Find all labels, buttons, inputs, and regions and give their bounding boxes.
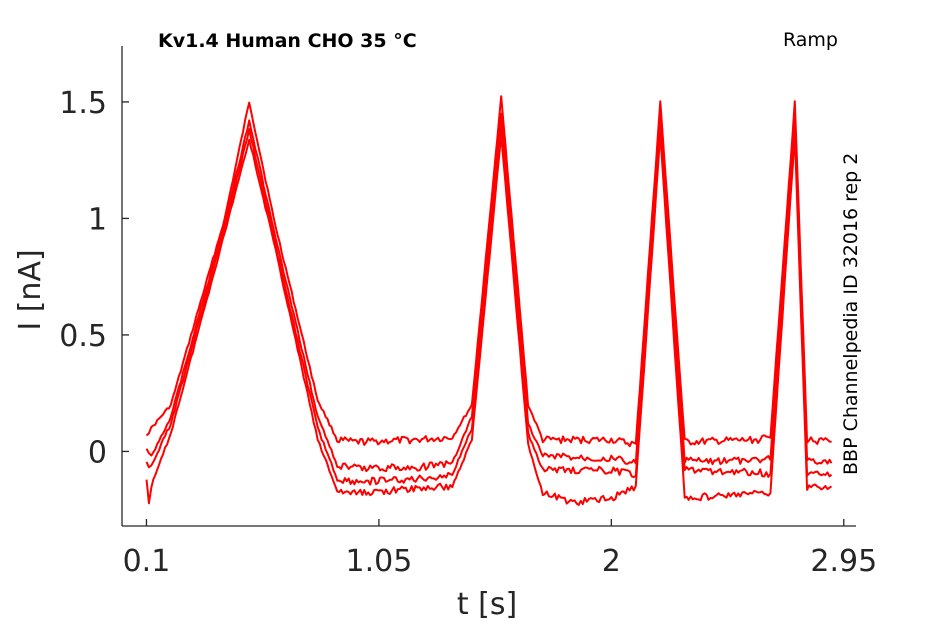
y-tick-label: 1 bbox=[88, 202, 107, 237]
y-tick-label: 0.5 bbox=[59, 319, 107, 354]
y-tick-label: 1.5 bbox=[59, 86, 107, 121]
side-label: BBP Channelpedia ID 32016 rep 2 bbox=[840, 153, 862, 475]
x-tick-label: 0.1 bbox=[123, 544, 171, 579]
current-trace bbox=[145, 112, 833, 473]
x-axis-label: t [s] bbox=[457, 587, 517, 622]
x-tick-label: 1.05 bbox=[346, 544, 413, 579]
chart-title: Kv1.4 Human CHO 35 °C bbox=[158, 30, 417, 52]
current-trace bbox=[145, 124, 833, 486]
x-tick-label: 2.95 bbox=[810, 544, 877, 579]
current-trace bbox=[145, 132, 833, 506]
current-trace bbox=[145, 95, 832, 448]
y-tick-label: 0 bbox=[88, 435, 107, 470]
x-ticks: 0.1 1.05 2 2.95 bbox=[123, 519, 877, 579]
x-tick-label: 2 bbox=[602, 544, 621, 579]
y-ticks: 0 0.5 1 1.5 bbox=[59, 86, 129, 470]
traces bbox=[145, 95, 833, 506]
chart-subtitle: Ramp bbox=[783, 29, 838, 51]
y-axis-label: I [nA] bbox=[13, 249, 48, 330]
